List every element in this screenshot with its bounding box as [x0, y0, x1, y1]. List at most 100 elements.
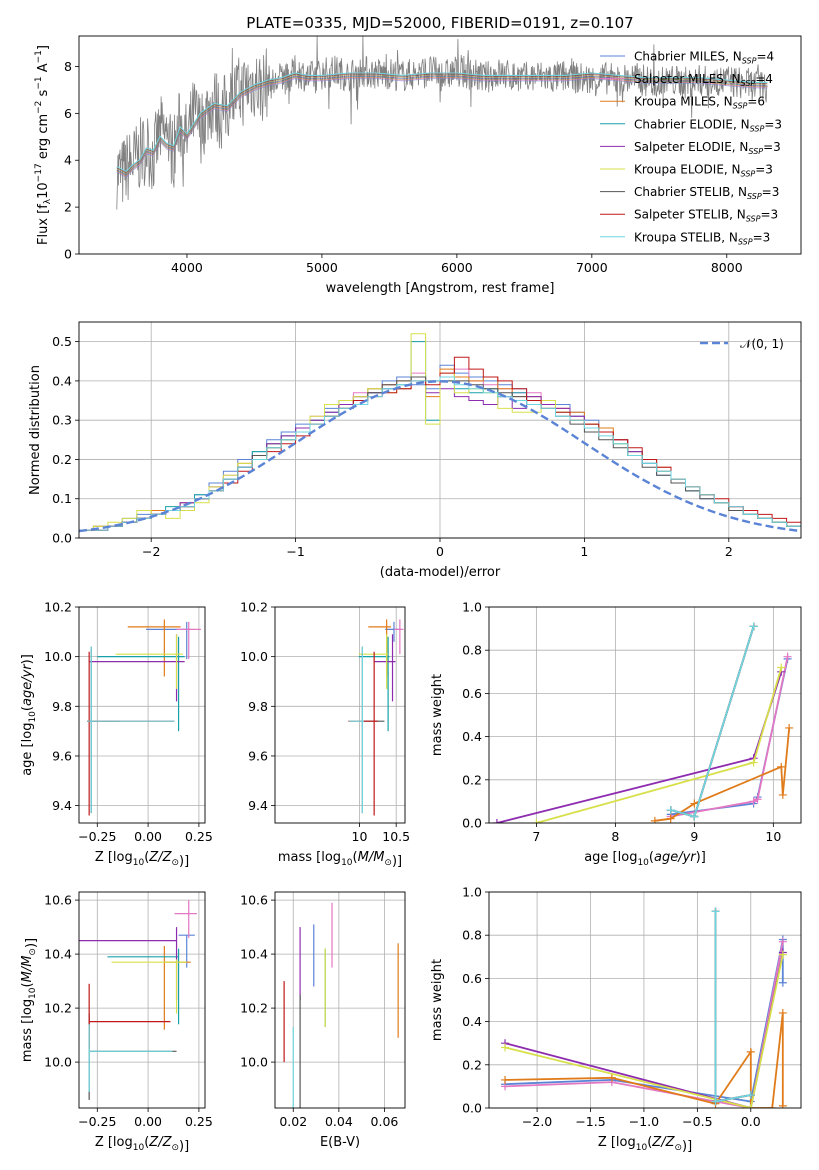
residuals-xtick-label: 2: [725, 544, 733, 559]
spectrum-model-line: [116, 76, 768, 177]
age-vs-mass-point-salpeter-elodie: [374, 634, 396, 702]
mass-vs-EBV-xlabel: E(B-V): [320, 1135, 360, 1150]
age-vs-Z-frame: [78, 606, 206, 824]
weight-vs-Z-series-kroupa-miles-line: [504, 1012, 784, 1108]
mass-vs-Z-ylabel: mass [log10(M/M⊙)]: [20, 938, 39, 1062]
age-vs-mass-point-kroupa-stelib: [349, 646, 364, 814]
weight-vs-Z-series-kroupa-miles-marker: [778, 1008, 787, 1017]
weight-vs-Z-ylabel: mass weight: [430, 959, 445, 1041]
spectrum-xtick-label: 8000: [711, 260, 743, 275]
mass-vs-Z-axes: −0.25 0.00 0.25 10.0 10.2 10.4 10.6 Z [log10(Z/…: [20, 891, 213, 1154]
weight-vs-Z-ytick-label: 0.6: [462, 971, 482, 986]
spectrum-model-line: [116, 77, 768, 177]
weight-vs-age-series-salpeter-elodie-marker: [492, 819, 501, 823]
residuals-plot-area: [79, 333, 801, 533]
mass-vs-EBV-plot-area: [283, 902, 399, 1108]
weight-vs-Z-ytick-label: 0.2: [462, 1057, 482, 1072]
weight-vs-age-xtick-label: 7: [532, 829, 540, 844]
weight-vs-age-series-kroupa-miles-marker: [666, 814, 675, 823]
spectrum-legend-label: Salpeter STELIB, NSSP=3: [634, 208, 778, 224]
weight-vs-age-series-kroupa-stelib-marker: [690, 812, 699, 821]
spectrum-legend: Chabrier MILES, NSSP=4 Salpeter MILES, NS…: [600, 50, 782, 246]
weight-vs-Z-xtick-label: −1.0: [629, 1114, 659, 1129]
spectrum-model-line: [116, 75, 768, 175]
spectrum-legend-label: Chabrier STELIB, NSSP=3: [634, 185, 779, 201]
spectrum-legend-label: Salpeter ELODIE, NSSP=3: [634, 140, 781, 156]
mass-vs-Z-ytick-label: 10.2: [44, 1001, 72, 1016]
mass-vs-EBV-xtick-label: 0.02: [279, 1114, 307, 1129]
spectrum-xtick-label: 5000: [306, 260, 338, 275]
weight-vs-Z-series-kroupa-stelib: [711, 907, 755, 1106]
weight-vs-age-ytick-label: 0.8: [462, 643, 482, 658]
weight-vs-Z-series-kroupa-miles-marker: [778, 1101, 787, 1108]
weight-vs-Z-xtick-label: 0.0: [741, 1114, 761, 1129]
age-vs-Z-xtick-label: 0.25: [185, 829, 213, 844]
mass-vs-EBV-xtick-label: 0.06: [371, 1114, 399, 1129]
weight-vs-Z-xtick-label: −1.5: [575, 1114, 605, 1129]
weight-vs-age-ytick-label: 1.0: [462, 600, 482, 615]
mass-vs-Z-frame: [78, 891, 206, 1109]
weight-vs-Z-series-kroupa-stelib-marker: [711, 907, 720, 916]
weight-vs-Z-ytick-label: 0.0: [462, 1101, 482, 1116]
age-vs-mass-ytick-label: 9.4: [248, 798, 268, 813]
weight-vs-age-series-kroupa-miles-marker: [777, 762, 786, 771]
weight-vs-age-series-kroupa-miles: [650, 723, 794, 823]
spectrum-legend-label: Kroupa MILES, NSSP=6: [634, 95, 765, 111]
age-vs-mass-ytick-label: 9.6: [248, 748, 268, 763]
residuals-xlabel: (data-model)/error: [380, 565, 501, 580]
age-vs-Z-ytick-label: 10.0: [44, 649, 72, 664]
weight-vs-age-series-kroupa-miles-marker: [778, 790, 787, 799]
weight-vs-age-series-kroupa-elodie-marker: [532, 819, 541, 823]
weight-vs-Z-series-kroupa-miles-marker: [768, 1104, 777, 1108]
weight-vs-age-series-salpeter-miles-line: [670, 656, 789, 818]
spectrum-xlabel: wavelength [Angstrom, rest frame]: [326, 281, 555, 296]
residuals-xtick-label: −1: [286, 544, 304, 559]
age-vs-mass-xtick-label: 10: [352, 829, 368, 844]
weight-vs-age-series-salpeter-miles-marker: [783, 652, 792, 661]
mass-vs-Z-xtick-label: −0.25: [78, 1114, 116, 1129]
weight-vs-Z-series-kroupa-elodie-marker: [501, 1043, 510, 1052]
age-vs-mass-ytick-label: 10.0: [240, 649, 268, 664]
age-vs-Z-point-kroupa-miles: [127, 619, 181, 677]
spectrum-axes: 4000 5000 6000 7000 8000 0 2 4 6 8 Chabrier MILES,…: [34, 35, 802, 296]
weight-vs-age-ytick-label: 0.4: [462, 729, 482, 744]
age-vs-mass-plot-area: [348, 619, 404, 816]
spectrum-xtick-label: 6000: [441, 260, 473, 275]
age-vs-mass-ytick-label: 9.8: [248, 699, 268, 714]
residuals-ytick-label: 0.5: [52, 334, 72, 349]
spectrum-xtick-label: 7000: [576, 260, 608, 275]
age-vs-mass-axes: 10 10.5 9.4 9.6 9.8 10.0 10.2 mass [log10(M/M⊙)…: [240, 600, 410, 870]
weight-vs-age-series-kroupa-elodie-marker: [749, 758, 758, 767]
weight-vs-Z-series-kroupa-stelib-marker: [711, 1097, 720, 1106]
residuals-axes: −2 −1 0 1 2 0.0 0.1 0.2 0.3 0.4 0.5 𝒩(0, 1) (data-mo…: [28, 321, 802, 580]
spectrum-legend-label: Kroupa ELODIE, NSSP=3: [634, 163, 773, 179]
weight-vs-age-series-salpeter-miles-marker: [753, 795, 762, 804]
mass-vs-Z-plot-area: [79, 900, 197, 1100]
age-vs-Z-plot-area: [87, 619, 201, 816]
age-vs-mass-xtick-label: 10.5: [382, 829, 410, 844]
spectrum-ytick-label: 0: [64, 247, 72, 262]
mass-vs-EBV-ytick-label: 10.6: [240, 893, 268, 908]
age-vs-Z-ytick-label: 9.8: [52, 699, 72, 714]
spectrum-legend-label: Kroupa STELIB, NSSP=3: [634, 230, 770, 246]
age-vs-mass-point-salpeter-miles: [393, 619, 404, 655]
weight-vs-age-xlabel: age [log10(age/yr)]: [584, 850, 706, 868]
weight-vs-Z-ytick-label: 1.0: [462, 885, 482, 900]
mass-vs-Z-xtick-label: 0.25: [185, 1114, 213, 1129]
mass-vs-EBV-ytick-label: 10.4: [240, 947, 268, 962]
weight-vs-Z-xlabel: Z [log10(Z/Z⊙)]: [598, 1135, 692, 1154]
age-vs-Z-xlabel: Z [log10(Z/Z⊙)]: [95, 850, 189, 869]
spectrum-model-line: [116, 72, 768, 173]
weight-vs-Z-series-kroupa-miles-marker: [746, 1047, 755, 1056]
weight-vs-age-series-kroupa-elodie: [532, 663, 786, 823]
weight-vs-Z-plot-area: [501, 907, 787, 1108]
residuals-legend-label: 𝒩(0, 1): [740, 337, 784, 351]
weight-vs-age-series-kroupa-miles-marker: [690, 799, 699, 808]
weight-vs-Z-series-kroupa-stelib-marker: [746, 1091, 755, 1100]
weight-vs-age-xtick-label: 10: [765, 829, 781, 844]
residuals-ytick-label: 0.3: [52, 413, 72, 428]
weight-vs-Z-series-kroupa-elodie: [501, 950, 787, 1108]
mass-vs-Z-ytick-label: 10.4: [44, 947, 72, 962]
mass-vs-EBV-frame: [274, 891, 406, 1109]
residuals-xtick-label: −2: [142, 544, 160, 559]
